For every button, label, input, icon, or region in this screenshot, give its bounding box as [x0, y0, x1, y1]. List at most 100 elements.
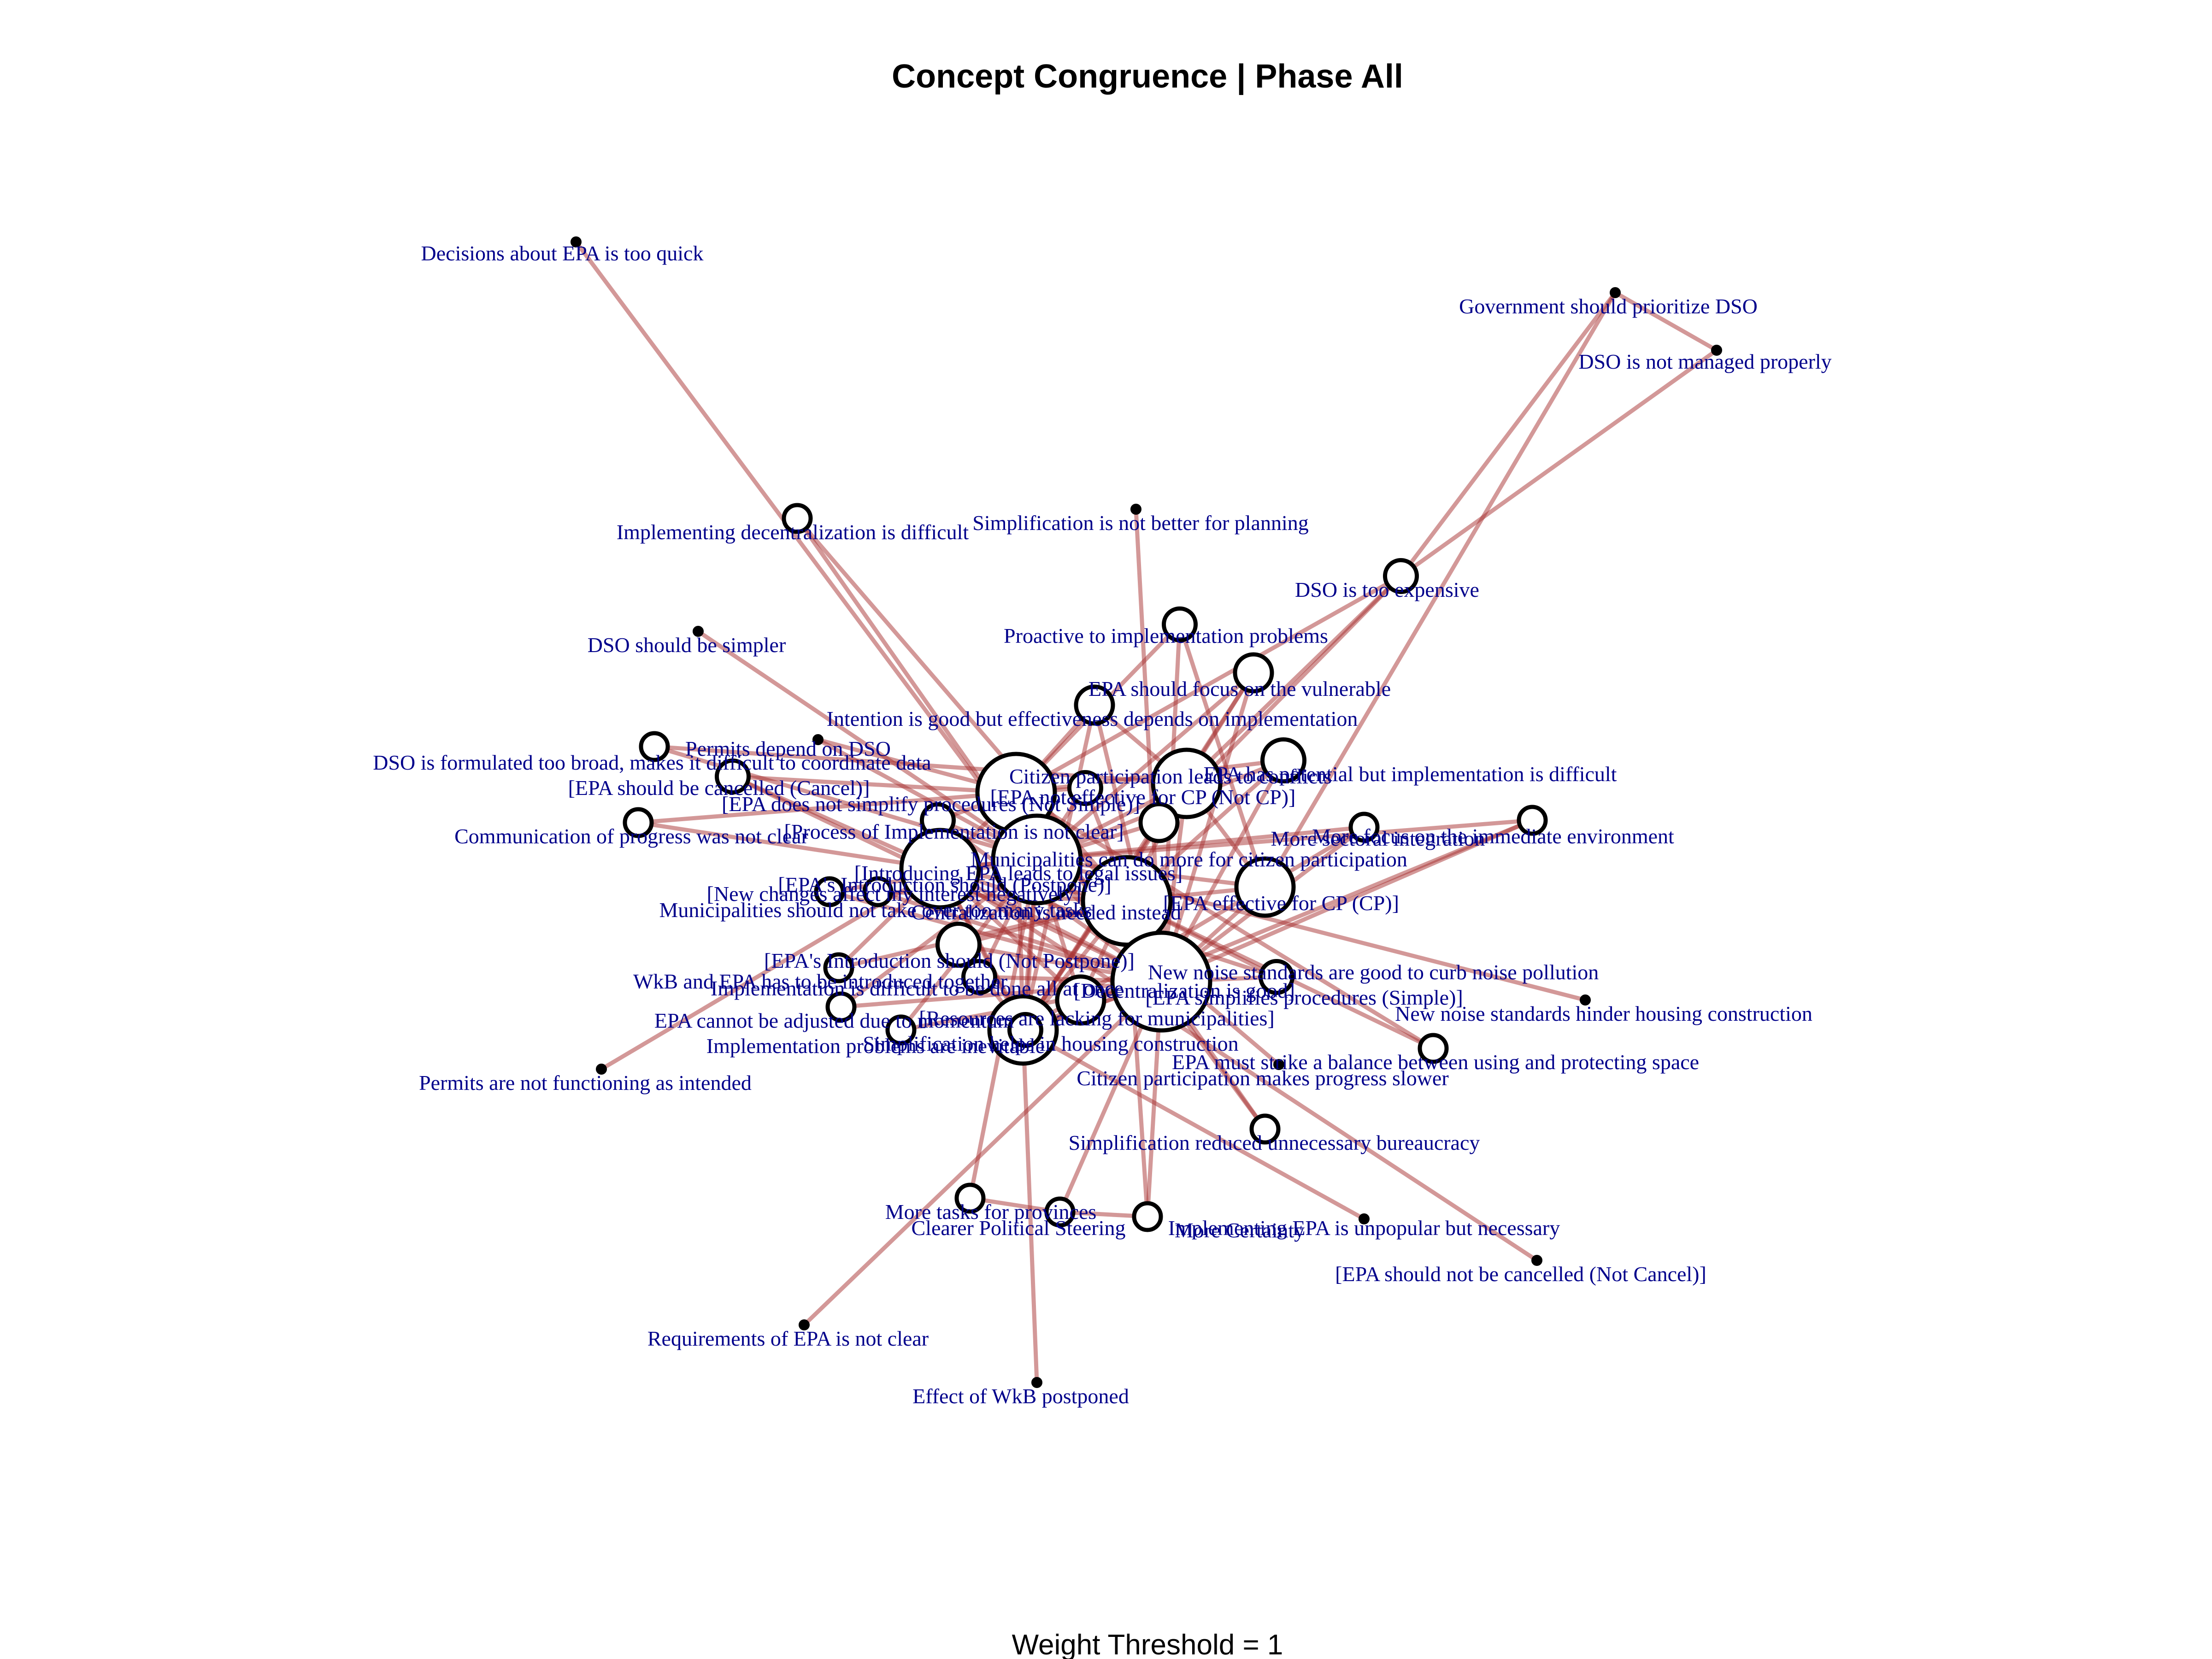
node-n21 [1517, 805, 1548, 836]
edge-n14-n17 [1016, 758, 1284, 795]
node-n23 [899, 828, 981, 910]
edge-n7-n24 [697, 629, 1038, 861]
node-label-n14: EPA has potential but implementation is … [1204, 762, 1617, 786]
node-n46 [1132, 1201, 1163, 1232]
node-label-n27: Centralization is needed instead [911, 900, 1181, 924]
edge-n21-n33 [1160, 818, 1533, 984]
node-n50 [1031, 1377, 1042, 1388]
edge-n18-n17 [638, 790, 1017, 825]
node-label-n6: DSO is too expensive [1295, 578, 1479, 601]
node-n14 [1260, 737, 1306, 783]
edge-n21-n24 [1036, 818, 1533, 862]
node-n11 [812, 734, 824, 745]
node-n48 [1531, 1255, 1542, 1266]
edge-n9-n33 [1159, 672, 1256, 982]
node-n26 [862, 876, 894, 907]
node-label-n46: More Certainty [1175, 1218, 1305, 1242]
node-label-n44: More tasks for provinces [885, 1200, 1097, 1224]
node-label-n43: Simplification reduced unnecessary burea… [1069, 1131, 1480, 1154]
node-label-n39: Implementation problems are inevitable [706, 1034, 1045, 1058]
node-n12 [639, 731, 670, 762]
node-n34 [1055, 974, 1106, 1026]
edge-n40-n17 [1015, 791, 1435, 1050]
edge-n13-n17 [732, 774, 1017, 795]
chart-title: Concept Congruence | Phase All [892, 58, 1403, 95]
node-n49 [799, 1319, 810, 1330]
node-n25 [814, 876, 845, 907]
node-n8 [1162, 606, 1198, 642]
node-label-n15: Citizen participation leads to conflicts [1009, 765, 1332, 788]
node-n2 [1610, 287, 1621, 298]
node-label-n30: Implementation is difficult to be done a… [711, 977, 1124, 1000]
edge-n18-n23 [638, 820, 941, 871]
edge-n1-n24 [574, 241, 1039, 861]
node-n28 [1234, 856, 1296, 918]
node-label-n16: [EPA not effective for CP (Not CP)] [990, 785, 1296, 809]
node-label-n20: More sectoral integration [1271, 827, 1485, 850]
edge-n6-n15 [1185, 574, 1403, 785]
node-label-n13: [EPA should be cancelled (Cancel)] [568, 776, 870, 800]
node-n29 [935, 922, 982, 968]
node-label-n5: Simplification is not better for plannin… [972, 511, 1309, 535]
node-n44 [954, 1182, 986, 1214]
node-label-n41: Citizen participation makes progress slo… [1077, 1066, 1448, 1090]
node-n20 [1348, 812, 1380, 843]
node-n40 [1418, 1033, 1449, 1064]
node-n9 [1233, 652, 1274, 694]
node-n13 [715, 759, 751, 794]
node-n36 [825, 991, 857, 1023]
node-n18 [623, 807, 654, 838]
node-label-n11: Permits depend on DSO [685, 737, 891, 760]
node-n41 [1273, 1059, 1284, 1070]
edge-n2-n6 [1399, 291, 1617, 577]
node-n35 [1580, 994, 1591, 1006]
node-label-n23: [Introducing EPA leads to legal issues] [854, 861, 1182, 885]
edge-n48-n23 [939, 867, 1538, 1262]
node-n32 [1259, 959, 1294, 995]
node-n38 [885, 1014, 917, 1046]
node-label-n3: DSO is not managed properly [1578, 350, 1831, 373]
node-label-n31: WkB and EPA has to be introduced togethe… [633, 970, 1007, 993]
node-label-n12: DSO is formulated too broad, makes it di… [373, 751, 931, 774]
node-label-n17: [EPA does not simplify procedures (Not S… [722, 792, 1140, 816]
node-n7 [693, 626, 704, 637]
node-label-n38: Simplification helps in housing construc… [863, 1032, 1238, 1055]
node-label-n26: Municipalities should not take over too … [659, 898, 1092, 922]
node-label-n4: Implementing decentralization is difficu… [617, 520, 969, 544]
node-label-n25: [New changes affect my interest negative… [707, 882, 1082, 906]
edge-n2-n28 [1263, 291, 1617, 888]
node-label-n33: [Decentralization is good] [1074, 979, 1295, 1002]
node-label-n36: EPA cannot be adjusted due to momentum [654, 1009, 1014, 1032]
node-n42 [596, 1064, 607, 1075]
weight-threshold-caption: Weight Threshold = 1 [1012, 1629, 1283, 1659]
node-label-n9: EPA should focus on the vulnerable [1088, 677, 1391, 700]
edge-n2-n3 [1614, 291, 1718, 352]
node-label-n21: More focus on the immediate environment [1312, 824, 1674, 848]
nodes-layer [571, 236, 1722, 1388]
node-label-n10: Intention is good but effectiveness depe… [827, 707, 1358, 730]
node-label-n37: [Resources are lacking for municipalitie… [919, 1006, 1275, 1030]
node-n10 [1074, 684, 1115, 726]
node-n3 [1711, 345, 1722, 356]
node-n31 [823, 952, 854, 983]
edge-n3-n6 [1400, 348, 1718, 578]
node-label-n2: Government should prioritize DSO [1459, 294, 1758, 318]
node-n4 [782, 503, 813, 534]
node-n16 [1067, 770, 1103, 806]
node-label-n1: Decisions about EPA is too quick [421, 241, 704, 265]
node-label-n24: [EPA's Introduction should (Postpone)] [778, 873, 1111, 896]
node-n33 [1110, 930, 1212, 1033]
node-label-n29: [EPA's Introduction should (Not Postpone… [764, 949, 1135, 972]
node-n15 [1151, 747, 1223, 819]
node-label-n45: Clearer Political Steering [912, 1216, 1126, 1240]
node-label-n7: DSO should be simpler [588, 633, 786, 657]
edge-n36-n33 [841, 979, 1162, 1009]
node-label-n47: Implementing EPA is unpopular but necess… [1168, 1216, 1560, 1240]
node-label-n28: [EPA effective for CP (CP)] [1163, 891, 1399, 915]
node-n24 [991, 813, 1083, 906]
node-label-n19: [Process of Implementation is not clear] [784, 820, 1124, 843]
node-label-n49: Requirements of EPA is not clear [647, 1327, 929, 1350]
node-n22 [1138, 802, 1180, 843]
node-label-n48: [EPA should not be cancelled (Not Cancel… [1335, 1262, 1706, 1286]
node-n5 [1130, 504, 1141, 515]
